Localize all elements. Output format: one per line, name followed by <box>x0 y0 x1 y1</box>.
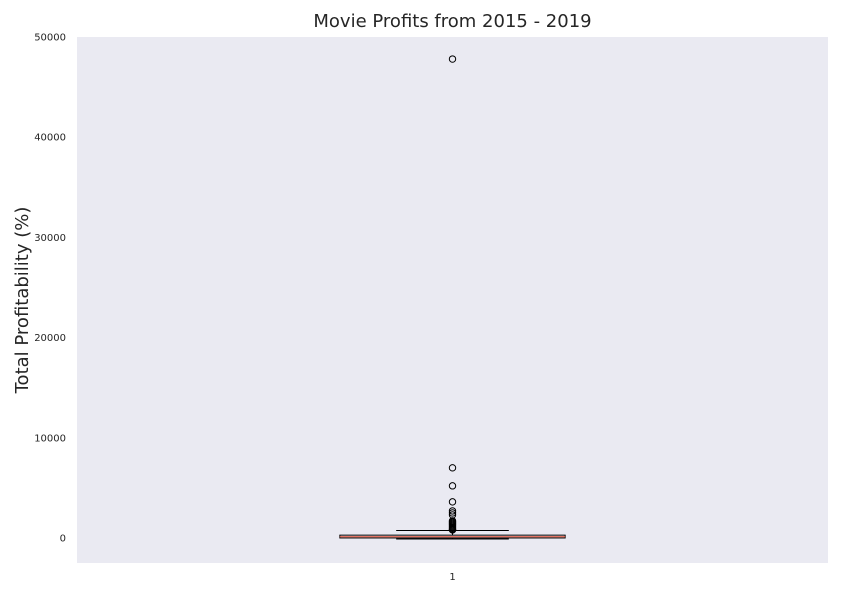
outlier-point <box>448 464 457 472</box>
y-tick-label: 20000 <box>34 333 66 344</box>
x-tick-label: 1 <box>449 572 455 583</box>
outlier-point <box>448 509 457 517</box>
outlier-point <box>448 507 457 515</box>
outlier-point <box>448 55 457 63</box>
y-axis-ticks: 0 10000 20000 30000 40000 50000 <box>34 33 66 545</box>
y-axis-label: Total Profitability (%) <box>12 207 33 395</box>
plot-area <box>77 37 828 563</box>
chart-title: Movie Profits from 2015 - 2019 <box>313 11 591 32</box>
outlier-point <box>448 526 457 534</box>
box-plot <box>339 55 566 540</box>
y-tick-label: 30000 <box>34 233 66 244</box>
outlier-point <box>448 498 457 506</box>
y-tick-label: 10000 <box>34 433 66 444</box>
y-tick-label: 0 <box>60 533 66 544</box>
outlier-point <box>448 482 457 490</box>
y-tick-label: 40000 <box>34 133 66 144</box>
y-tick-label: 50000 <box>34 33 66 44</box>
x-axis-ticks: 1 <box>449 572 455 583</box>
